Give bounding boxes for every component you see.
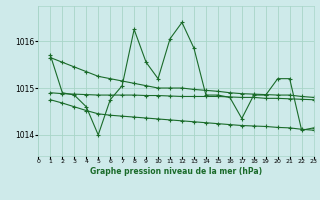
X-axis label: Graphe pression niveau de la mer (hPa): Graphe pression niveau de la mer (hPa) (90, 167, 262, 176)
